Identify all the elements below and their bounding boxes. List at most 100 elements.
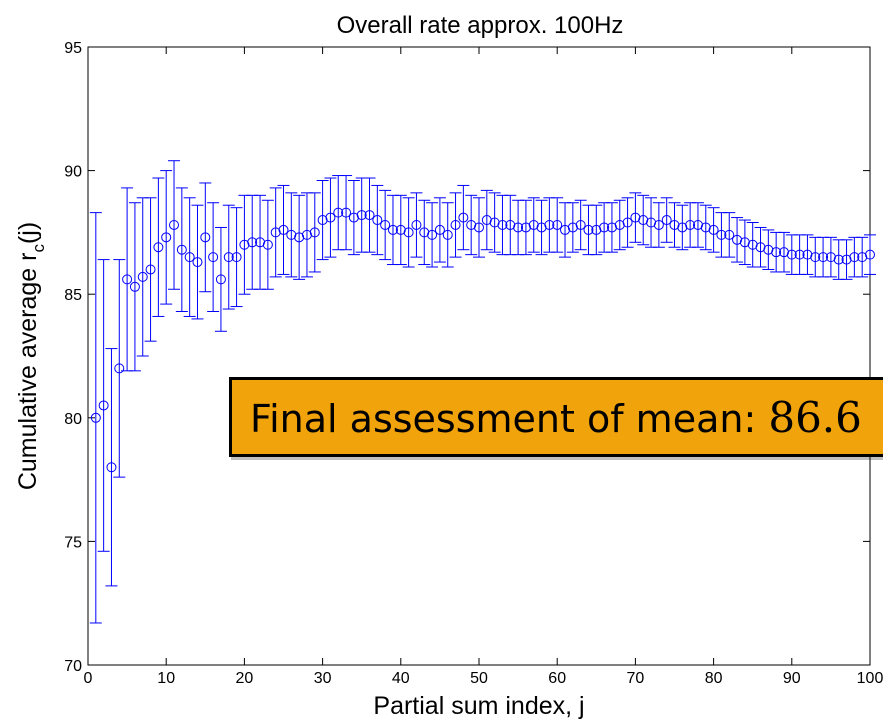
data-point <box>520 222 531 233</box>
data-point <box>427 229 438 240</box>
data-point <box>208 252 219 263</box>
x-tick-label: 50 <box>470 670 488 687</box>
data-point <box>653 219 664 230</box>
data-point <box>818 252 829 263</box>
data-point <box>771 247 782 258</box>
data-point <box>192 257 203 268</box>
data-point <box>505 219 516 230</box>
data-point <box>286 229 297 240</box>
data-point <box>458 212 469 223</box>
callout-text: Final assessment of mean: 86.6 <box>250 393 862 442</box>
x-tick-label: 40 <box>392 670 410 687</box>
callout-value: 86.6 <box>768 393 862 442</box>
x-tick-label: 10 <box>157 670 175 687</box>
data-markers <box>90 207 875 473</box>
data-point <box>865 249 875 260</box>
data-point <box>739 237 750 248</box>
y-tick-label: 75 <box>64 534 82 551</box>
error-bars <box>89 160 876 624</box>
data-point <box>129 281 140 292</box>
callout-label: Final assessment of mean: <box>250 397 757 441</box>
data-point <box>239 239 250 250</box>
data-point <box>122 274 133 285</box>
data-point <box>262 239 273 250</box>
data-point <box>810 252 821 263</box>
data-point <box>247 237 258 248</box>
data-point <box>560 224 571 235</box>
data-point <box>692 219 703 230</box>
data-point <box>419 227 430 238</box>
data-point <box>403 227 414 238</box>
data-point <box>466 219 477 230</box>
data-point <box>567 222 578 233</box>
data-point <box>98 400 109 411</box>
data-point <box>599 222 610 233</box>
x-tick-label: 90 <box>783 670 801 687</box>
y-tick-label: 85 <box>64 287 82 304</box>
data-point <box>481 215 492 226</box>
data-point <box>708 224 719 235</box>
data-point <box>622 217 633 228</box>
x-axis-label: Partial sum index, j <box>373 692 584 720</box>
data-point <box>169 219 180 230</box>
data-point <box>646 217 657 228</box>
data-point <box>497 219 508 230</box>
final-assessment-callout: Final assessment of mean: 86.6 <box>229 377 883 457</box>
data-point <box>270 227 281 238</box>
data-point <box>638 215 649 226</box>
data-point <box>700 222 711 233</box>
data-point <box>333 207 344 218</box>
data-point <box>137 271 148 282</box>
data-point <box>176 244 187 255</box>
plot-area <box>87 46 871 666</box>
x-tick-label: 30 <box>314 670 332 687</box>
data-point <box>114 363 125 374</box>
data-point <box>794 249 805 260</box>
data-point <box>606 222 617 233</box>
axis-ticks: 0 10 20 30 40 50 60 70 80 90 100 70 75 80 85 90 95 <box>64 40 883 687</box>
data-point <box>833 254 844 265</box>
data-point <box>716 229 727 240</box>
x-tick-label: 60 <box>548 670 566 687</box>
data-point <box>90 412 101 423</box>
data-point <box>630 212 641 223</box>
data-point <box>536 222 547 233</box>
data-point <box>661 215 672 226</box>
data-point <box>325 212 336 223</box>
data-point <box>513 222 524 233</box>
y-axis-label-main: Cumulative average r <box>14 253 42 491</box>
data-point <box>231 252 242 263</box>
data-point <box>778 247 789 258</box>
y-axis-label: Cumulative average rc(j) <box>14 222 48 490</box>
data-point <box>341 207 352 218</box>
data-point <box>669 219 680 230</box>
data-point <box>215 274 226 285</box>
data-point <box>255 237 266 248</box>
data-point <box>732 234 743 245</box>
data-point <box>106 462 117 473</box>
data-point <box>802 249 813 260</box>
data-point <box>223 252 234 263</box>
data-point <box>294 232 305 243</box>
data-point <box>145 264 156 275</box>
x-tick-label: 80 <box>705 670 723 687</box>
data-point <box>677 222 688 233</box>
data-point <box>309 227 320 238</box>
data-point <box>387 224 398 235</box>
data-point <box>372 215 383 226</box>
data-point <box>474 222 484 233</box>
y-tick-label: 70 <box>64 658 82 675</box>
x-tick-label: 20 <box>236 670 254 687</box>
data-point <box>755 242 766 253</box>
data-point <box>849 252 860 263</box>
chart-title: Overall rate approx. 100Hz <box>337 12 624 39</box>
y-axis-label-suffix: (j) <box>14 222 42 244</box>
data-point <box>161 232 172 243</box>
data-point <box>747 239 758 250</box>
data-point <box>685 219 696 230</box>
data-point <box>544 219 555 230</box>
data-point <box>591 224 602 235</box>
data-point <box>200 232 211 243</box>
data-point <box>552 219 563 230</box>
